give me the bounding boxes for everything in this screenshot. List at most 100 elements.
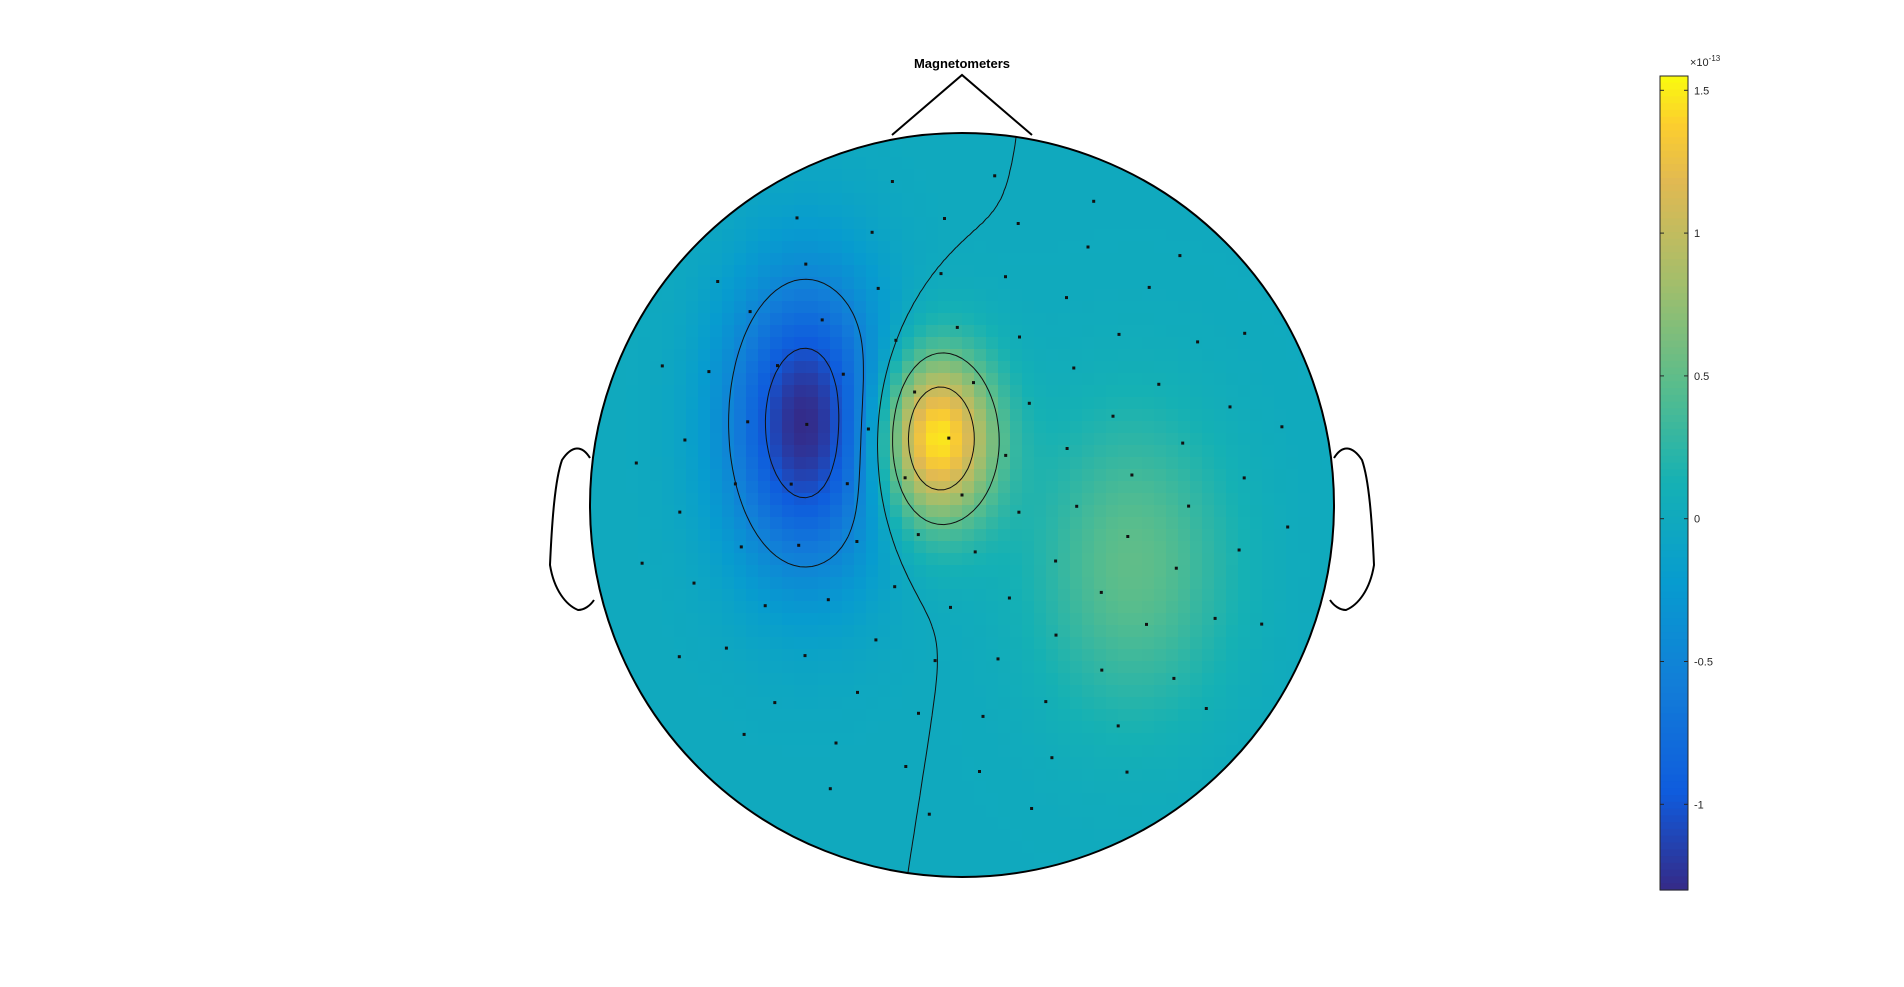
heatmap-cell [746,385,759,398]
heatmap-cell [1310,517,1323,530]
heatmap-cell [986,265,999,278]
heatmap-cell [974,253,987,266]
heatmap-cell [1022,217,1035,230]
colorbar-segment [1660,605,1688,613]
heatmap-cell [866,613,879,626]
heatmap-cell [1094,385,1107,398]
heatmap-cell [926,169,939,182]
heatmap-cell [914,745,927,758]
colorbar-segment [1660,374,1688,382]
colorbar-segment [1660,333,1688,342]
heatmap-cell [1214,529,1227,542]
heatmap-cell [710,649,723,662]
heatmap-cell [1190,721,1203,734]
heatmap-cell [1178,601,1191,614]
heatmap-cell [914,841,927,854]
heatmap-cell [926,817,939,830]
heatmap-cell [1010,169,1023,182]
heatmap-cell [1106,373,1119,386]
heatmap-cell [674,733,687,746]
heatmap-cell [950,457,963,470]
heatmap-cell [794,541,807,554]
colorbar-segment [1660,394,1688,403]
heatmap-cell [1250,697,1263,710]
heatmap-cell [974,601,987,614]
heatmap-cell [998,205,1011,218]
heatmap-cell [1034,817,1047,830]
heatmap-cell [1202,613,1215,626]
heatmap-cell [1190,265,1203,278]
heatmap-cell [926,541,939,554]
heatmap-cell [1238,325,1251,338]
heatmap-cell [974,673,987,686]
heatmap-cell [1034,805,1047,818]
heatmap-cell [686,409,699,422]
heatmap-cell [878,181,891,194]
heatmap-cell [1058,529,1071,542]
heatmap-cell [986,349,999,362]
heatmap-cell [866,385,879,398]
heatmap-cell [938,757,951,770]
heatmap-cell [938,205,951,218]
heatmap-cell [1046,325,1059,338]
heatmap-cell [782,205,795,218]
heatmap-cell [662,565,675,578]
heatmap-cell [962,397,975,410]
heatmap-cell [1106,349,1119,362]
heatmap-cell [842,157,855,170]
heatmap-cell [842,169,855,182]
heatmap-cell [806,529,819,542]
heatmap-cell [1238,445,1251,458]
heatmap-cell [1094,349,1107,362]
heatmap-cell [1106,613,1119,626]
heatmap-cell [1190,541,1203,554]
heatmap-cell [866,289,879,302]
heatmap-cell [914,613,927,626]
heatmap-cell [842,625,855,638]
heatmap-cell [1034,169,1047,182]
heatmap-cell [866,169,879,182]
heatmap-cell [914,601,927,614]
heatmap-cell [1094,241,1107,254]
heatmap-cell [842,589,855,602]
heatmap-cell [602,361,615,374]
heatmap-cell [938,577,951,590]
heatmap-cell [1130,253,1143,266]
colorbar-segment [1660,625,1688,633]
heatmap-cell [998,241,1011,254]
heatmap-cell [1202,769,1215,782]
heatmap-cell [782,709,795,722]
heatmap-cell [1070,181,1083,194]
heatmap-cell [614,517,627,530]
heatmap-cell [998,697,1011,710]
heatmap-cell [1070,565,1083,578]
heatmap-cell [1238,517,1251,530]
heatmap-cell [830,229,843,242]
heatmap-cell [662,505,675,518]
heatmap-cell [998,253,1011,266]
heatmap-cell [1094,733,1107,746]
heatmap-cell [878,313,891,326]
heatmap-cell [830,601,843,614]
heatmap-cell [926,757,939,770]
heatmap-cell [1034,697,1047,710]
heatmap-cell [1178,649,1191,662]
heatmap-cell [1226,673,1239,686]
heatmap-cell [1106,493,1119,506]
heatmap-cell [1226,457,1239,470]
heatmap-cell [1250,421,1263,434]
heatmap-cell [926,685,939,698]
heatmap-cell [1250,709,1263,722]
heatmap-cell [1070,829,1083,842]
heatmap-cell [1022,697,1035,710]
heatmap-cell [866,745,879,758]
heatmap-cell [1178,769,1191,782]
heatmap-cell [710,553,723,566]
heatmap-cell [902,241,915,254]
heatmap-cell [614,601,627,614]
heatmap-cell [1250,313,1263,326]
heatmap-cell [686,577,699,590]
heatmap-cell [914,181,927,194]
heatmap-cell [734,229,747,242]
heatmap-cell [1142,781,1155,794]
